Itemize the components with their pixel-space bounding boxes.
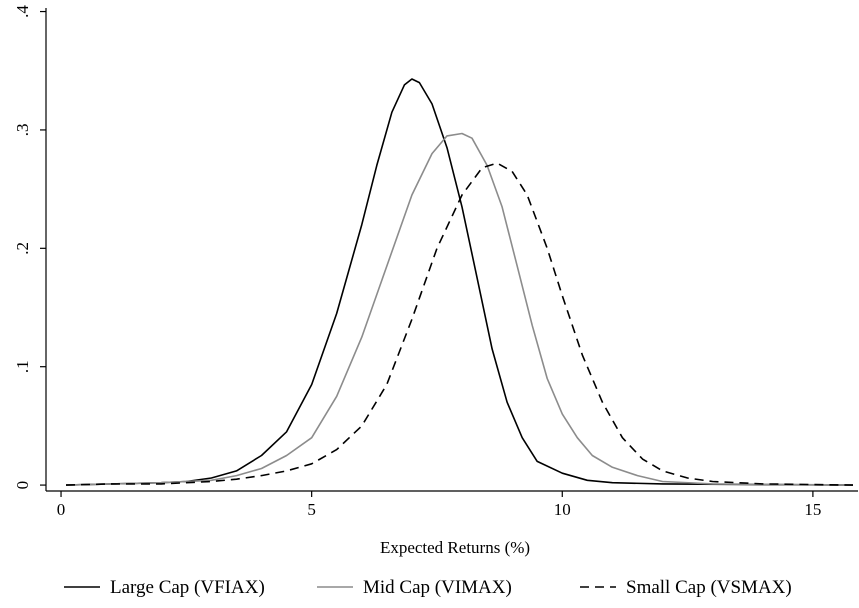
axes (45, 8, 858, 492)
legend-label-1: Mid Cap (VIMAX) (363, 577, 512, 598)
series-line-2 (65, 162, 854, 486)
series-line-1 (65, 132, 854, 486)
series-layer (65, 78, 854, 486)
x-tick-label: 5 (307, 500, 316, 519)
y-tick-label: .4 (13, 5, 32, 18)
x-ticks: 0 5 10 15 (57, 491, 821, 519)
y-tick-label: 0 (13, 481, 32, 490)
x-tick-label: 10 (554, 500, 571, 519)
legend-label-2: Small Cap (VSMAX) (626, 577, 792, 598)
x-axis-title: Expected Returns (%) (380, 538, 530, 557)
legend-label-0: Large Cap (VFIAX) (110, 577, 265, 598)
series-line-0 (65, 78, 854, 486)
x-tick-label: 15 (804, 500, 821, 519)
y-ticks: 0 .1 .2 .3 .4 (13, 5, 46, 490)
legend: Large Cap (VFIAX) Mid Cap (VIMAX) Small Ca… (64, 577, 792, 598)
y-tick-label: .2 (13, 242, 32, 255)
y-tick-label: .3 (13, 124, 32, 137)
x-tick-label: 0 (57, 500, 66, 519)
y-tick-label: .1 (13, 360, 32, 373)
